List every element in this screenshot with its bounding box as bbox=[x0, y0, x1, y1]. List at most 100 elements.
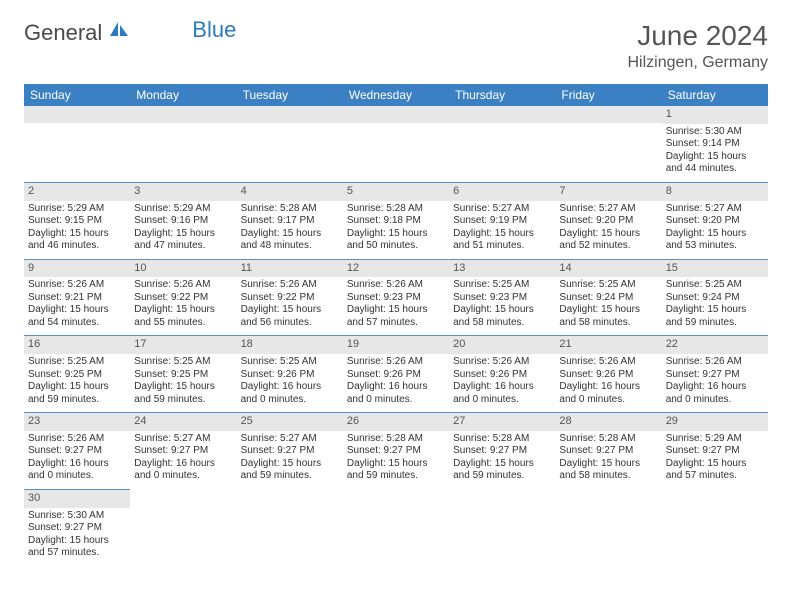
day-info-line: Sunrise: 5:26 AM bbox=[134, 279, 232, 292]
day-header: Thursday bbox=[449, 84, 555, 106]
day-cell: 23Sunrise: 5:26 AMSunset: 9:27 PMDayligh… bbox=[24, 413, 130, 490]
day-info-line: and 59 minutes. bbox=[134, 394, 232, 407]
day-info-line: and 47 minutes. bbox=[134, 240, 232, 253]
day-cell bbox=[237, 489, 343, 565]
day-number: 14 bbox=[555, 260, 661, 278]
day-info-line: Daylight: 15 hours bbox=[347, 228, 445, 241]
empty-day bbox=[449, 489, 555, 506]
empty-day bbox=[343, 106, 449, 123]
day-info-line: Daylight: 15 hours bbox=[241, 228, 339, 241]
calendar-head: SundayMondayTuesdayWednesdayThursdayFrid… bbox=[24, 84, 768, 106]
day-info-line: Sunset: 9:14 PM bbox=[666, 138, 764, 151]
day-info-line: Daylight: 15 hours bbox=[134, 381, 232, 394]
day-cell: 15Sunrise: 5:25 AMSunset: 9:24 PMDayligh… bbox=[662, 259, 768, 336]
day-info-line: Sunrise: 5:28 AM bbox=[241, 203, 339, 216]
location: Hilzingen, Germany bbox=[628, 54, 769, 72]
day-info-line: and 0 minutes. bbox=[666, 394, 764, 407]
day-info-line: Daylight: 15 hours bbox=[134, 228, 232, 241]
day-header-row: SundayMondayTuesdayWednesdayThursdayFrid… bbox=[24, 84, 768, 106]
day-cell: 11Sunrise: 5:26 AMSunset: 9:22 PMDayligh… bbox=[237, 259, 343, 336]
day-cell bbox=[343, 106, 449, 182]
day-cell: 12Sunrise: 5:26 AMSunset: 9:23 PMDayligh… bbox=[343, 259, 449, 336]
day-info-line: Daylight: 15 hours bbox=[347, 304, 445, 317]
day-info-line: Sunrise: 5:25 AM bbox=[134, 356, 232, 369]
day-info-line: Sunset: 9:27 PM bbox=[347, 445, 445, 458]
day-cell: 9Sunrise: 5:26 AMSunset: 9:21 PMDaylight… bbox=[24, 259, 130, 336]
week-row: 23Sunrise: 5:26 AMSunset: 9:27 PMDayligh… bbox=[24, 413, 768, 490]
day-info-line: Sunset: 9:27 PM bbox=[28, 445, 126, 458]
day-number: 7 bbox=[555, 183, 661, 201]
day-info-line: Sunset: 9:16 PM bbox=[134, 215, 232, 228]
day-info-line: Sunset: 9:26 PM bbox=[241, 369, 339, 382]
day-number: 10 bbox=[130, 260, 236, 278]
day-info-line: Daylight: 16 hours bbox=[347, 381, 445, 394]
day-info-line: Sunset: 9:15 PM bbox=[28, 215, 126, 228]
day-cell: 2Sunrise: 5:29 AMSunset: 9:15 PMDaylight… bbox=[24, 182, 130, 259]
week-row: 2Sunrise: 5:29 AMSunset: 9:15 PMDaylight… bbox=[24, 182, 768, 259]
day-number: 19 bbox=[343, 336, 449, 354]
day-info-line: Daylight: 15 hours bbox=[453, 458, 551, 471]
week-row: 9Sunrise: 5:26 AMSunset: 9:21 PMDaylight… bbox=[24, 259, 768, 336]
empty-day bbox=[237, 489, 343, 506]
day-number: 24 bbox=[130, 413, 236, 431]
day-number: 29 bbox=[662, 413, 768, 431]
day-info-line: Sunset: 9:26 PM bbox=[453, 369, 551, 382]
day-cell: 30Sunrise: 5:30 AMSunset: 9:27 PMDayligh… bbox=[24, 489, 130, 565]
day-cell: 13Sunrise: 5:25 AMSunset: 9:23 PMDayligh… bbox=[449, 259, 555, 336]
empty-day bbox=[449, 106, 555, 123]
day-info-line: Daylight: 15 hours bbox=[28, 535, 126, 548]
day-info-line: and 56 minutes. bbox=[241, 317, 339, 330]
day-info-line: Sunset: 9:22 PM bbox=[241, 292, 339, 305]
day-cell: 1Sunrise: 5:30 AMSunset: 9:14 PMDaylight… bbox=[662, 106, 768, 182]
day-info-line: Sunrise: 5:25 AM bbox=[666, 279, 764, 292]
day-cell: 10Sunrise: 5:26 AMSunset: 9:22 PMDayligh… bbox=[130, 259, 236, 336]
day-cell bbox=[555, 106, 661, 182]
day-info-line: and 57 minutes. bbox=[666, 470, 764, 483]
day-info-line: Daylight: 15 hours bbox=[28, 381, 126, 394]
day-info-line: Daylight: 15 hours bbox=[28, 304, 126, 317]
day-info-line: Sunset: 9:24 PM bbox=[666, 292, 764, 305]
day-info-line: Sunrise: 5:27 AM bbox=[559, 203, 657, 216]
day-number: 26 bbox=[343, 413, 449, 431]
empty-day bbox=[343, 489, 449, 506]
day-info-line: and 0 minutes. bbox=[347, 394, 445, 407]
day-info-line: and 44 minutes. bbox=[666, 163, 764, 176]
day-cell: 17Sunrise: 5:25 AMSunset: 9:25 PMDayligh… bbox=[130, 336, 236, 413]
day-info-line: and 57 minutes. bbox=[347, 317, 445, 330]
day-info-line: Sunrise: 5:26 AM bbox=[559, 356, 657, 369]
day-info-line: Sunrise: 5:27 AM bbox=[453, 203, 551, 216]
day-number: 9 bbox=[24, 260, 130, 278]
day-info-line: Sunrise: 5:26 AM bbox=[453, 356, 551, 369]
day-info-line: Sunset: 9:27 PM bbox=[453, 445, 551, 458]
day-number: 23 bbox=[24, 413, 130, 431]
day-info-line: Sunrise: 5:25 AM bbox=[559, 279, 657, 292]
day-info-line: Sunrise: 5:30 AM bbox=[28, 510, 126, 523]
day-info-line: Sunset: 9:20 PM bbox=[666, 215, 764, 228]
day-info-line: and 58 minutes. bbox=[559, 470, 657, 483]
day-info-line: Daylight: 15 hours bbox=[241, 304, 339, 317]
day-info-line: Sunset: 9:20 PM bbox=[559, 215, 657, 228]
day-info-line: Sunset: 9:24 PM bbox=[559, 292, 657, 305]
day-info-line: and 0 minutes. bbox=[559, 394, 657, 407]
day-info-line: Sunset: 9:27 PM bbox=[559, 445, 657, 458]
day-info-line: and 46 minutes. bbox=[28, 240, 126, 253]
day-cell: 26Sunrise: 5:28 AMSunset: 9:27 PMDayligh… bbox=[343, 413, 449, 490]
day-info-line: Sunrise: 5:29 AM bbox=[28, 203, 126, 216]
day-number: 27 bbox=[449, 413, 555, 431]
day-number: 4 bbox=[237, 183, 343, 201]
day-number: 3 bbox=[130, 183, 236, 201]
day-cell: 8Sunrise: 5:27 AMSunset: 9:20 PMDaylight… bbox=[662, 182, 768, 259]
day-info-line: and 58 minutes. bbox=[453, 317, 551, 330]
day-info-line: and 53 minutes. bbox=[666, 240, 764, 253]
day-info-line: Daylight: 15 hours bbox=[28, 228, 126, 241]
day-cell: 14Sunrise: 5:25 AMSunset: 9:24 PMDayligh… bbox=[555, 259, 661, 336]
day-info-line: Daylight: 16 hours bbox=[28, 458, 126, 471]
day-number: 30 bbox=[24, 490, 130, 508]
day-info-line: and 51 minutes. bbox=[453, 240, 551, 253]
day-info-line: Daylight: 15 hours bbox=[666, 458, 764, 471]
header: General Blue June 2024 Hilzingen, German… bbox=[24, 20, 768, 72]
day-info-line: Daylight: 15 hours bbox=[666, 228, 764, 241]
day-info-line: Sunrise: 5:28 AM bbox=[559, 433, 657, 446]
empty-day bbox=[555, 106, 661, 123]
day-number: 11 bbox=[237, 260, 343, 278]
